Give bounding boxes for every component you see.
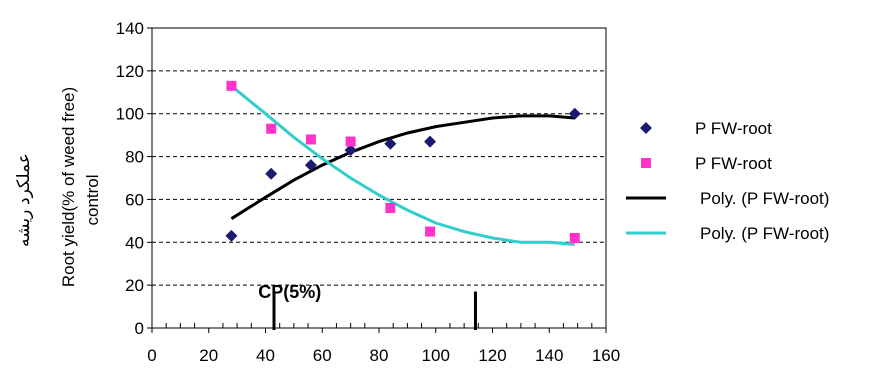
legend: P FW-root P FW-root Poly. (P FW-root) Poly.… <box>626 119 829 243</box>
legend-swatch-square <box>641 158 651 168</box>
data-point-diamond <box>225 229 238 242</box>
x-tick-label: 100 <box>422 346 450 365</box>
x-tick-label: 120 <box>478 346 506 365</box>
data-point-square <box>266 123 277 134</box>
data-point-square <box>385 203 396 213</box>
x-tick-label: 140 <box>535 346 563 365</box>
plot-area-frame <box>151 27 607 329</box>
data-points <box>225 80 581 243</box>
y-tick-label: 0 <box>135 319 144 338</box>
y-tick-label: 80 <box>125 148 144 167</box>
y-tick-label: 60 <box>125 190 144 209</box>
data-point-diamond <box>568 107 581 120</box>
x-tick-label: 40 <box>256 346 275 365</box>
data-point-square <box>345 136 356 147</box>
data-point-square <box>226 80 237 91</box>
y-axis-label-line-1: عملكرد ريشه <box>14 153 34 247</box>
x-axis-ticks: 0 20 40 60 80 100 120 140 160 <box>147 323 620 365</box>
data-point-diamond <box>344 144 357 157</box>
y-tick-label: 20 <box>125 276 144 295</box>
legend-entry-label: P FW-root <box>695 154 772 173</box>
x-tick-label: 20 <box>199 346 218 365</box>
legend-entry-label: P FW-root <box>695 119 772 138</box>
data-point-diamond <box>304 159 317 172</box>
trend-lines <box>230 84 575 246</box>
legend-swatch-diamond <box>640 122 652 134</box>
y-axis-label-line-2: Root yield(% of weed free) <box>59 87 78 287</box>
legend-entry-label: Poly. (P FW-root) <box>700 224 829 243</box>
legend-entry-label: Poly. (P FW-root) <box>700 189 829 208</box>
cp-annotation-label: CP(5%) <box>258 282 321 302</box>
data-point-diamond <box>424 135 437 148</box>
x-tick-label: 160 <box>592 346 620 365</box>
y-axis-ticks: 0 20 40 60 80 100 120 140 <box>116 19 152 338</box>
y-axis-label: عملكرد ريشه Root yield(% of weed free) c… <box>14 87 102 287</box>
y-tick-label: 40 <box>125 233 144 252</box>
x-tick-label: 60 <box>313 346 332 365</box>
y-tick-label: 100 <box>116 105 144 124</box>
trend-line-3 <box>230 114 575 220</box>
x-tick-label: 0 <box>147 346 156 365</box>
x-tick-label: 80 <box>370 346 389 365</box>
trend-line-4 <box>230 84 575 246</box>
y-tick-label: 120 <box>116 62 144 81</box>
grid-lines <box>152 70 606 286</box>
data-point-square <box>305 134 316 145</box>
y-tick-label: 140 <box>116 19 144 38</box>
data-point-square <box>425 226 436 237</box>
y-axis-label-line-3: control <box>83 174 102 225</box>
data-point-diamond <box>265 167 278 180</box>
data-point-square <box>569 233 580 243</box>
annotations: CP(5%) <box>258 282 477 330</box>
data-point-diamond <box>384 137 397 150</box>
